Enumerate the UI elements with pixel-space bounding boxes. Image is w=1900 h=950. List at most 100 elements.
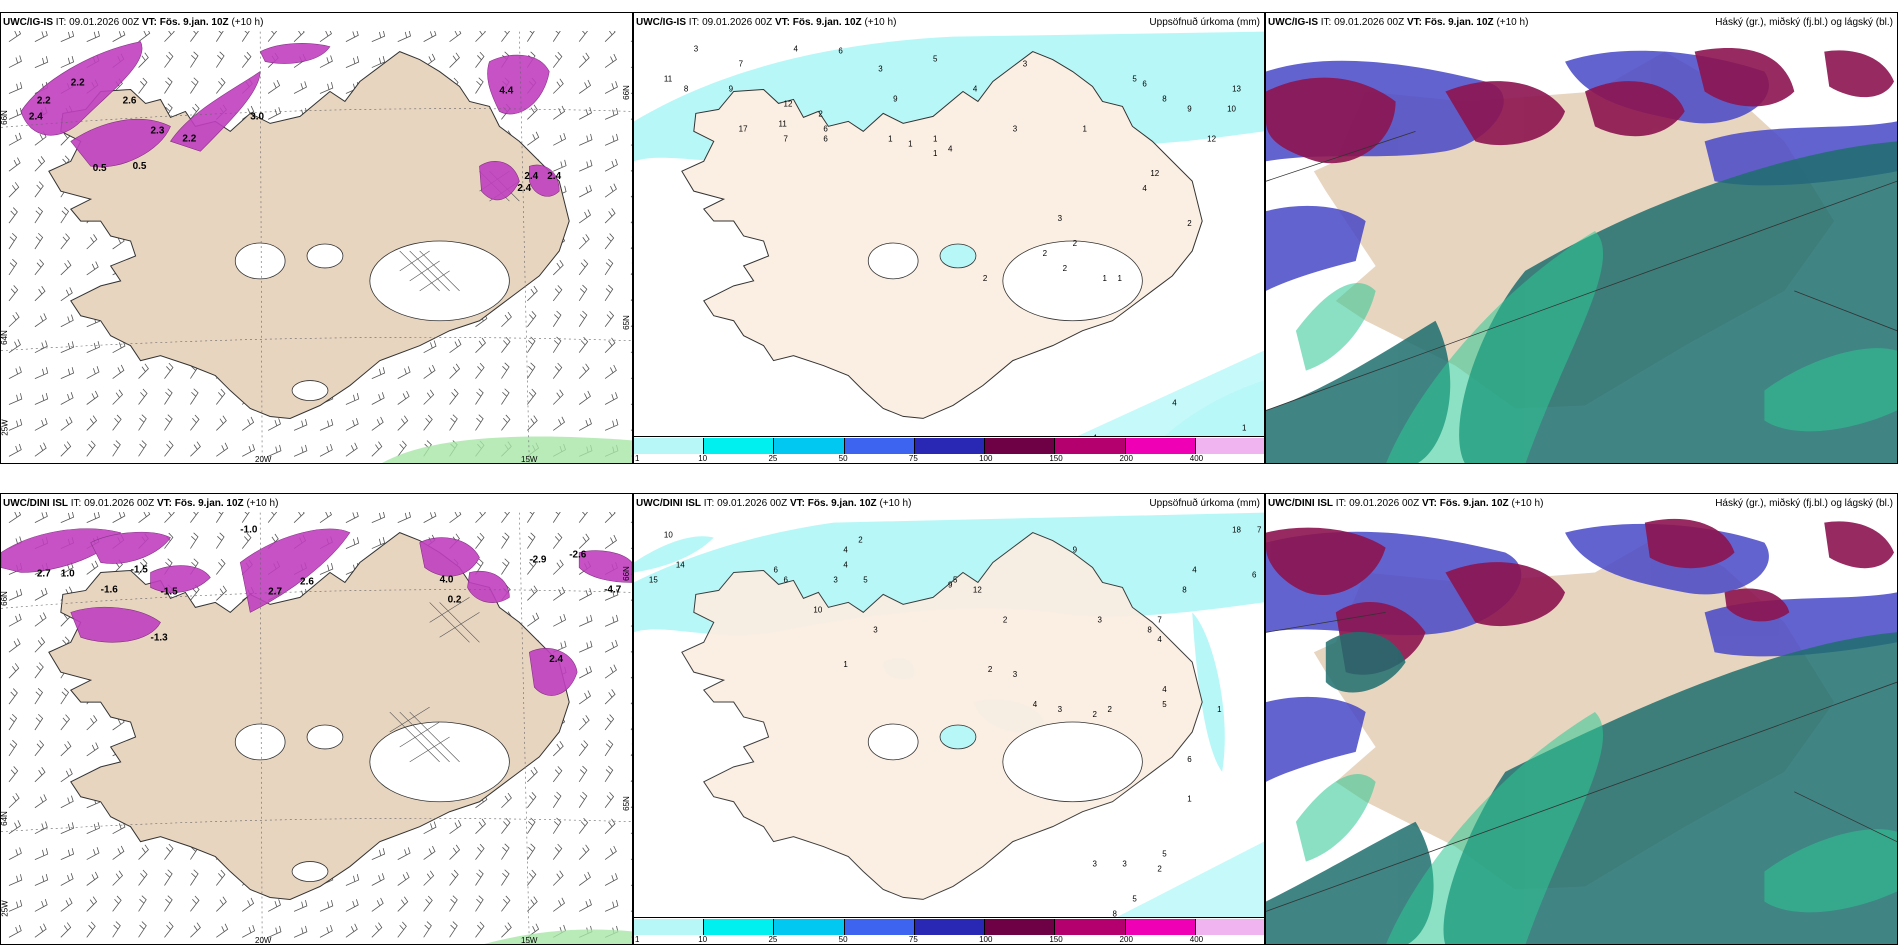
precip-value: 3 (1013, 670, 1018, 679)
wind-temp-panel-dini: UWC/DINI ISL IT: 09.01.2026 00Z VT: Fös.… (0, 493, 633, 945)
glacier-hofsjokull (939, 243, 977, 269)
colorbar-tick-label: 25 (768, 454, 778, 463)
wind-barb (34, 56, 49, 68)
temperature-label: 0.2 (448, 594, 462, 605)
wind-barb (475, 921, 485, 938)
wind-barb (526, 512, 535, 523)
wind-barb (60, 56, 75, 68)
temperature-label: 2.2 (37, 95, 51, 106)
wind-barb (34, 637, 46, 653)
wind-barb (501, 512, 511, 523)
colorbar-swatch (844, 919, 915, 935)
wind-barb (190, 869, 199, 886)
precip-value: 7 (739, 60, 744, 69)
wind-barb (527, 792, 537, 808)
precip-value: 4 (1157, 635, 1162, 644)
temperature-label: 2.4 (29, 111, 43, 122)
wind-barb (552, 51, 563, 68)
wind-barb (578, 898, 592, 912)
wind-barb (34, 232, 44, 250)
precip-value: 3 (1023, 60, 1028, 69)
wind-barb (86, 415, 98, 431)
wind-barb (371, 441, 383, 457)
temperature-label: 2.4 (547, 171, 561, 182)
precip-panel-ig-is: UWC/IG-IS IT: 09.01.2026 00Z VT: Fös. 9.… (633, 12, 1265, 464)
wind-barb (604, 364, 617, 379)
wind-barb (578, 740, 589, 757)
temperature-label: -1.0 (240, 525, 258, 536)
colorbar-swatch (704, 919, 775, 935)
precip-value: 2 (858, 536, 863, 545)
precip-value: 9 (1073, 546, 1078, 555)
wind-barb (112, 870, 124, 886)
wind-barb (60, 512, 75, 524)
wind-barb (449, 921, 458, 938)
wind-barb (319, 899, 334, 912)
wind-barb (138, 895, 147, 912)
wind-barb (501, 817, 511, 834)
wind-barb (190, 388, 199, 405)
wind-barb (138, 921, 147, 938)
wind-barb (397, 390, 410, 405)
wind-barb (216, 77, 226, 94)
wind-barb (475, 51, 485, 68)
precip-value: 8 (1147, 625, 1152, 634)
wind-barb (242, 897, 255, 912)
wind-barb (8, 874, 23, 886)
colorbar-swatch (1055, 438, 1126, 454)
wind-barb (60, 688, 70, 705)
wind-barb (138, 77, 148, 94)
wind-barb (526, 31, 535, 42)
wind-barb (241, 532, 252, 549)
wind-barb (60, 392, 74, 405)
wind-barb (8, 311, 20, 328)
wind-barb (60, 341, 75, 354)
temperature-label: 2.4 (517, 183, 531, 194)
green-precip-area (484, 929, 632, 944)
wind-barb (112, 845, 125, 860)
temperature-label: 2.7 (37, 568, 51, 579)
wind-barb (267, 31, 278, 42)
temperature-label: -4.7 (604, 584, 622, 595)
precip-value: 12 (973, 585, 982, 594)
temperature-label: 0.5 (93, 163, 107, 174)
wind-barb (319, 418, 334, 431)
temperature-label: 1.0 (61, 568, 75, 579)
low-cloud-bright (1295, 231, 1897, 463)
precip-colorbar: 1 10 25 50 75 100 150 200 400 (634, 917, 1264, 944)
wind-barb (190, 922, 201, 938)
colorbar-tick-label: 10 (698, 935, 708, 944)
wind-barb (552, 559, 564, 575)
wind-barb (293, 31, 305, 42)
wind-barb (86, 234, 98, 250)
wind-barb (475, 512, 486, 523)
wind-barb (552, 791, 562, 808)
precip-value: 8 (1182, 585, 1187, 594)
wind-barb (578, 817, 589, 834)
wind-barb (345, 537, 360, 549)
wind-barb (319, 443, 333, 457)
wind-barb (112, 389, 124, 405)
wind-barb (34, 821, 48, 835)
wind-barb (552, 843, 563, 860)
wind-barb (138, 440, 147, 457)
wind-barb (34, 662, 44, 679)
wind-barb (423, 340, 437, 354)
wind-barb (86, 341, 100, 354)
wind-barb (552, 310, 562, 327)
wind-barb (190, 895, 200, 912)
wind-barb (319, 55, 333, 68)
wind-barb (60, 233, 71, 250)
grid-lines (1, 512, 632, 944)
wind-barb (86, 261, 99, 276)
wind-barb (578, 234, 590, 250)
wind-barb (242, 416, 255, 431)
wind-barb (86, 366, 100, 379)
wind-barb (86, 560, 99, 575)
wind-barb (578, 184, 592, 198)
wind-barb (293, 925, 308, 938)
panel-title: UWC/DINI ISL IT: 09.01.2026 00Z VT: Fös.… (636, 498, 912, 509)
wind-barb (579, 614, 593, 627)
precip-value: 2 (1063, 264, 1068, 273)
precip-value: 2 (818, 109, 823, 118)
